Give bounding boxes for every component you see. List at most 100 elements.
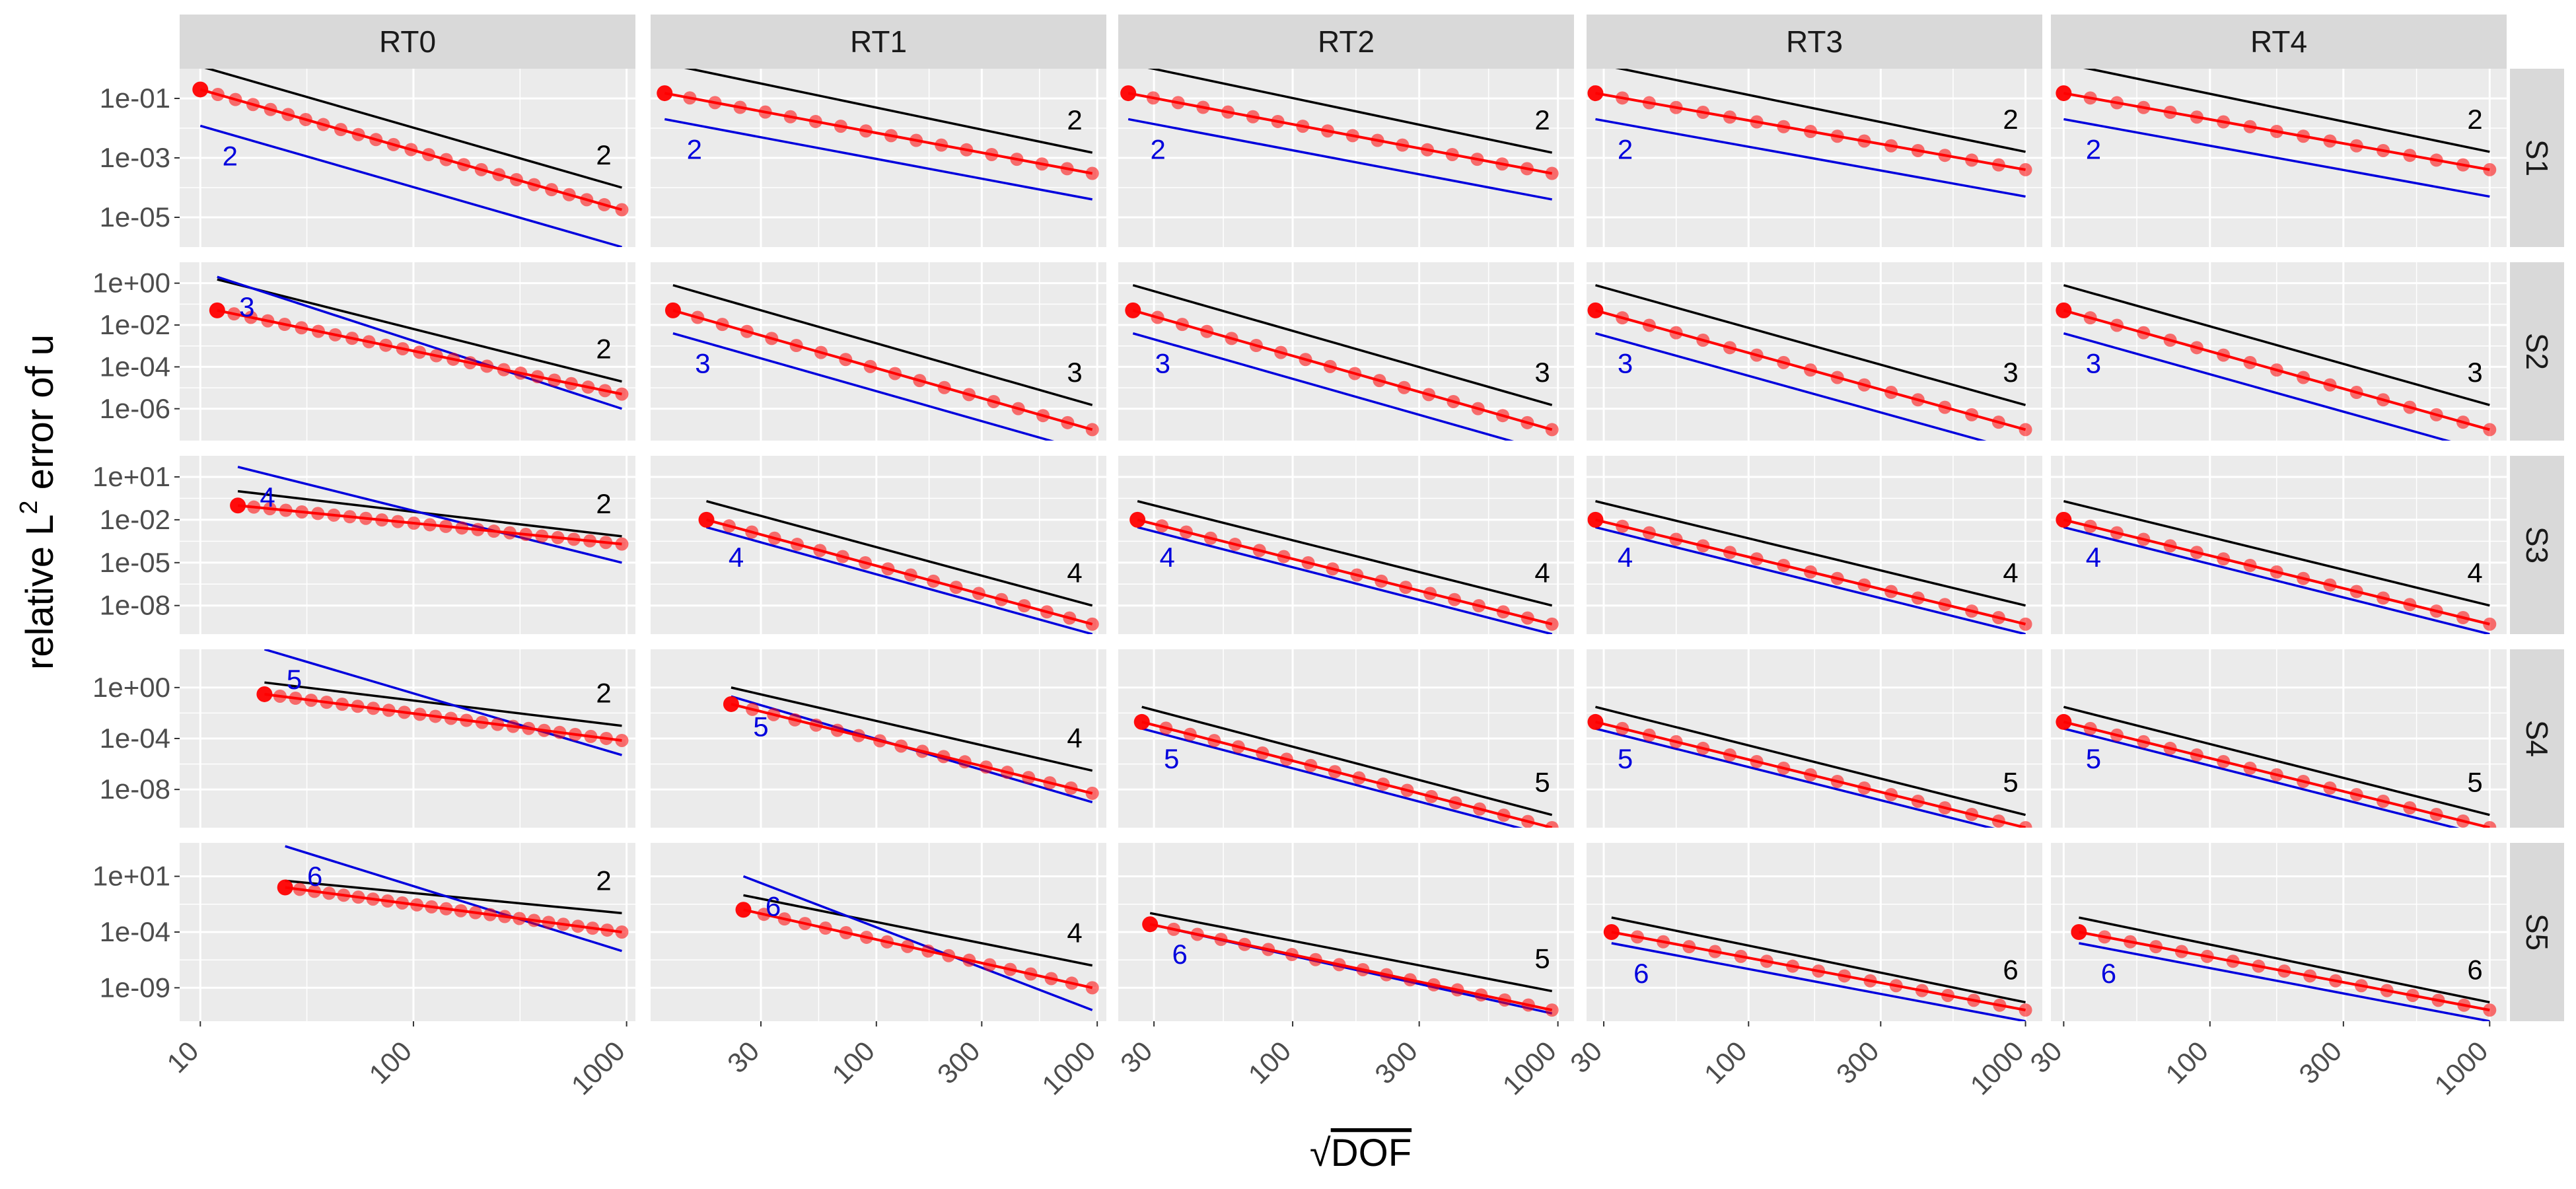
error-point: [1965, 153, 1979, 167]
x-tick-label: 30: [2024, 1035, 2067, 1079]
error-point: [1830, 129, 1844, 143]
error-point: [391, 515, 405, 528]
panel-S1-RT3: 22: [1587, 69, 2042, 247]
error-point: [1328, 765, 1342, 779]
error-point: [1196, 100, 1210, 114]
error-point: [904, 568, 917, 582]
error-point: [765, 332, 779, 345]
error-point: [1380, 968, 1394, 982]
black-reference-line: [672, 284, 1093, 406]
error-point: [410, 898, 424, 912]
error-point: [2349, 386, 2363, 400]
blue-reference-line: [1595, 526, 2026, 634]
error-point: [2431, 993, 2445, 1007]
panel-plot-area: [1129, 500, 1559, 634]
blue-slope-label: 4: [2086, 542, 2101, 573]
error-point: [2163, 106, 2177, 120]
error-point: [1965, 408, 1979, 421]
blue-slope-label: 5: [1618, 743, 1633, 774]
black-slope-label: 2: [596, 488, 611, 519]
error-point: [2110, 96, 2124, 110]
error-point: [571, 919, 585, 933]
error-point: [1938, 801, 1952, 814]
blue-slope-label: 2: [223, 140, 238, 171]
black-slope-label: 2: [1067, 104, 1082, 135]
error-point: [1274, 345, 1288, 359]
error-point: [386, 137, 400, 151]
x-tick-label: 300: [1369, 1035, 1423, 1090]
error-point: [1427, 978, 1441, 991]
blue-reference-line: [2063, 727, 2460, 828]
error-point: [1545, 617, 1559, 631]
error-point: [535, 529, 549, 543]
error-point: [564, 377, 578, 390]
black-reference-line: [1141, 705, 1553, 816]
error-point: [1296, 120, 1310, 133]
error-point: [1376, 777, 1390, 791]
error-point: [2243, 355, 2257, 369]
error-point: [1838, 969, 1851, 983]
y-tick-label: 1e-06: [100, 393, 170, 424]
error-point: [334, 123, 347, 137]
panel-plot-area: [1125, 284, 1559, 441]
x-tick-label: 10: [161, 1035, 204, 1079]
column-strip: [651, 15, 1106, 69]
error-point: [1521, 998, 1535, 1012]
error-point: [2377, 591, 2390, 605]
error-point: [2483, 1003, 2497, 1017]
error-point: [1857, 134, 1871, 148]
error-point: [1965, 807, 1979, 821]
blue-slope-label: 3: [2086, 348, 2101, 379]
panel-S5-RT1: 4 6 30 100 300 1000: [651, 843, 1106, 1100]
error-point: [598, 384, 612, 398]
error-point: [454, 904, 468, 918]
error-point: [851, 729, 865, 742]
error-point: [457, 158, 471, 172]
y-axis-title: relative L2 error of u: [15, 334, 61, 670]
panel-S5-RT4: 6 6 30 100 300 1000: [2024, 843, 2507, 1100]
panel-S1-RT2: 22: [1118, 69, 1574, 247]
error-point: [2174, 945, 2188, 958]
error-point: [2019, 617, 2032, 631]
error-point: [439, 519, 452, 533]
error-point: [1471, 402, 1485, 415]
error-point: [1884, 386, 1898, 400]
error-point: [1470, 153, 1484, 166]
black-slope-label: 3: [2003, 357, 2018, 388]
error-point: [2483, 617, 2497, 631]
error-point: [873, 734, 887, 748]
error-point: [580, 193, 594, 207]
error-point: [2456, 814, 2470, 828]
error-point: [542, 916, 555, 929]
error-point: [562, 188, 576, 201]
error-point: [913, 374, 927, 388]
black-slope-label: 6: [2467, 954, 2482, 985]
error-point: [308, 884, 322, 898]
error-point: [1120, 85, 1137, 102]
error-point: [1256, 746, 1270, 760]
error-point: [1445, 147, 1459, 161]
error-point: [192, 81, 209, 98]
error-point: [1669, 326, 1683, 340]
error-point: [1262, 943, 1275, 956]
error-point: [351, 700, 365, 713]
panel-plot-area: [1587, 284, 2032, 441]
error-point: [1708, 945, 1722, 958]
error-point: [2124, 935, 2137, 949]
error-point: [1991, 415, 2005, 429]
error-point: [455, 521, 469, 535]
error-point: [519, 528, 533, 542]
error-point: [1497, 809, 1511, 822]
panel-background: [651, 456, 1106, 634]
error-point: [599, 536, 613, 550]
error-point: [1967, 993, 1981, 1007]
error-point: [615, 925, 629, 939]
error-point: [1804, 565, 1818, 579]
error-point: [2429, 153, 2443, 167]
error-point: [1399, 581, 1413, 594]
blue-reference-line: [1137, 526, 1553, 634]
error-point: [1603, 924, 1620, 940]
panel-S4-RT1: 45: [651, 649, 1106, 828]
error-point: [813, 544, 827, 558]
row-strip-label: S3: [2520, 526, 2554, 563]
